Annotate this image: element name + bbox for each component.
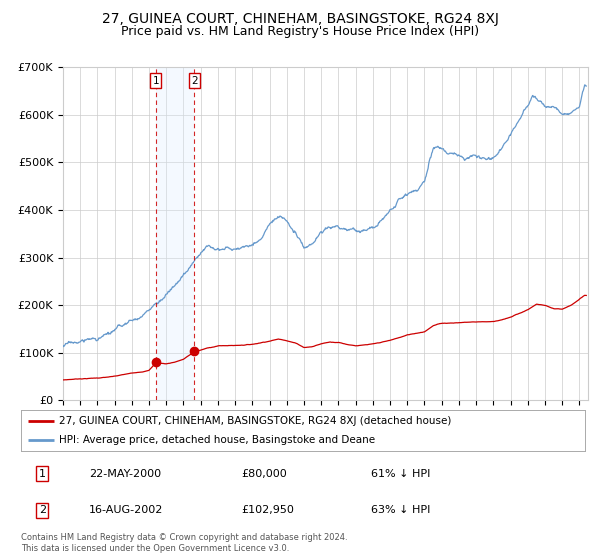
Text: 63% ↓ HPI: 63% ↓ HPI <box>371 505 430 515</box>
Text: 2: 2 <box>39 505 46 515</box>
Text: 22-MAY-2000: 22-MAY-2000 <box>89 469 161 479</box>
Text: 27, GUINEA COURT, CHINEHAM, BASINGSTOKE, RG24 8XJ (detached house): 27, GUINEA COURT, CHINEHAM, BASINGSTOKE,… <box>59 417 452 426</box>
Text: HPI: Average price, detached house, Basingstoke and Deane: HPI: Average price, detached house, Basi… <box>59 435 376 445</box>
Text: 1: 1 <box>152 76 159 86</box>
Text: 16-AUG-2002: 16-AUG-2002 <box>89 505 163 515</box>
Text: £80,000: £80,000 <box>241 469 287 479</box>
Text: 1: 1 <box>39 469 46 479</box>
Text: 2: 2 <box>191 76 197 86</box>
Text: Price paid vs. HM Land Registry's House Price Index (HPI): Price paid vs. HM Land Registry's House … <box>121 25 479 38</box>
Text: 61% ↓ HPI: 61% ↓ HPI <box>371 469 430 479</box>
Text: Contains HM Land Registry data © Crown copyright and database right 2024.
This d: Contains HM Land Registry data © Crown c… <box>21 533 347 553</box>
Text: £102,950: £102,950 <box>241 505 294 515</box>
Bar <box>156 67 194 400</box>
Text: 27, GUINEA COURT, CHINEHAM, BASINGSTOKE, RG24 8XJ: 27, GUINEA COURT, CHINEHAM, BASINGSTOKE,… <box>101 12 499 26</box>
